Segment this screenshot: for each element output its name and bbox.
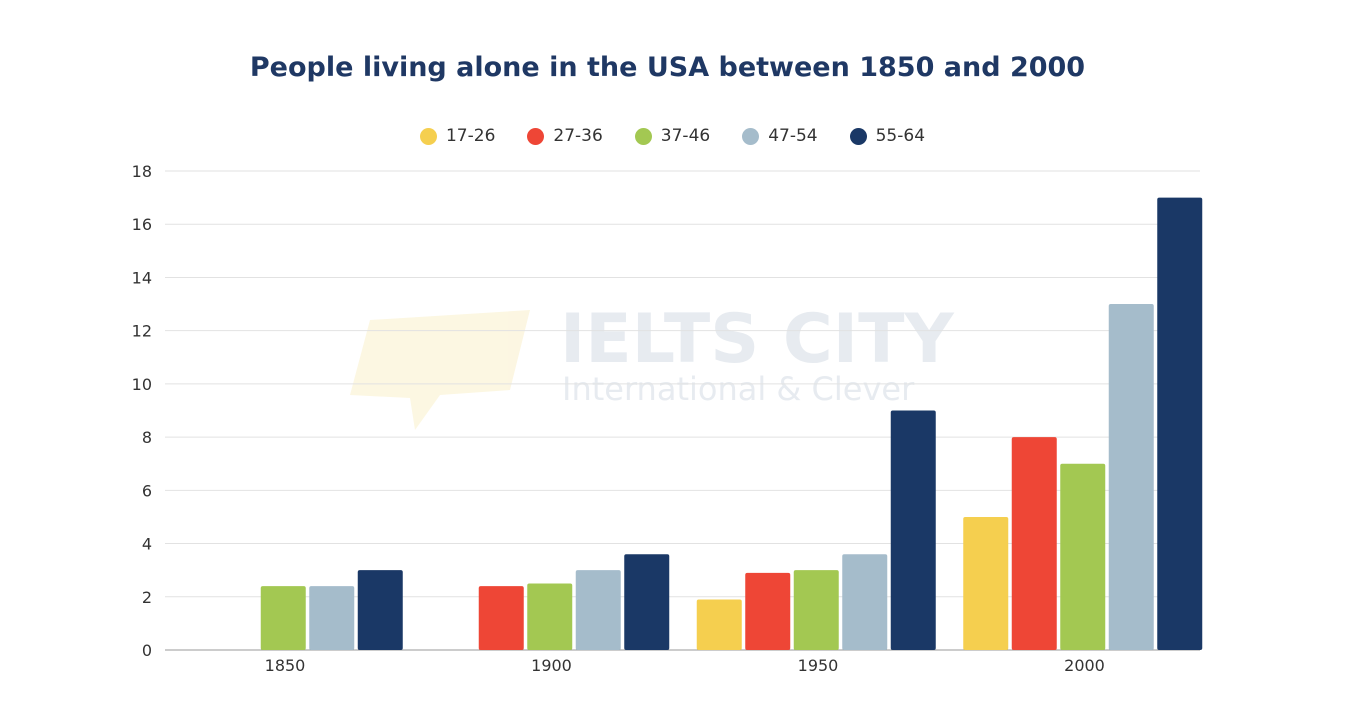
bar-1900-47-54 bbox=[575, 570, 621, 650]
bar-1850-47-54 bbox=[309, 586, 355, 650]
y-tick-label: 16 bbox=[132, 215, 152, 234]
legend-item: 55-64 bbox=[849, 126, 926, 146]
x-tick-label: 1900 bbox=[531, 656, 572, 675]
watermark: IELTS CITY International & Clever bbox=[350, 300, 954, 430]
bar-1950-17-26 bbox=[696, 599, 742, 650]
x-tick-label: 1950 bbox=[798, 656, 839, 675]
y-tick-label: 18 bbox=[132, 162, 152, 181]
bar-2000-17-26 bbox=[963, 516, 1009, 650]
legend-dot-icon bbox=[527, 127, 545, 145]
y-tick-label: 6 bbox=[142, 481, 152, 500]
y-tick-label: 2 bbox=[142, 588, 152, 607]
legend-item: 37-46 bbox=[634, 126, 711, 146]
chart-title: People living alone in the USA between 1… bbox=[249, 52, 1086, 83]
bar-2000-27-36 bbox=[1011, 437, 1057, 650]
legend-dot-icon bbox=[419, 127, 437, 145]
legend: 17-26 27-36 37-46 47-54 55-64 bbox=[0, 126, 1345, 146]
bar-1850-37-46 bbox=[260, 586, 306, 650]
bar-2000-47-54 bbox=[1108, 304, 1154, 650]
watermark-line1: IELTS CITY bbox=[560, 300, 954, 379]
bar-1950-27-36 bbox=[745, 572, 791, 650]
bar-2000-55-64 bbox=[1157, 197, 1203, 650]
x-tick-label: 1850 bbox=[265, 656, 306, 675]
legend-item: 47-54 bbox=[742, 126, 818, 146]
legend-label: 47-54 bbox=[768, 126, 818, 146]
legend-dot-icon bbox=[849, 127, 867, 145]
legend-dot-icon bbox=[742, 127, 760, 145]
legend-item: 17-26 bbox=[419, 126, 496, 146]
bar-1950-55-64 bbox=[890, 410, 936, 650]
y-tick-label: 8 bbox=[142, 428, 152, 447]
y-tick-label: 0 bbox=[142, 641, 152, 660]
legend-dot-icon bbox=[634, 127, 652, 145]
legend-label: 55-64 bbox=[875, 126, 926, 146]
watermark-logo-icon bbox=[350, 310, 530, 430]
bar-1900-37-46 bbox=[527, 583, 573, 650]
legend-label: 37-46 bbox=[660, 126, 711, 146]
bar-2000-37-46 bbox=[1060, 463, 1106, 650]
y-tick-label: 12 bbox=[132, 322, 152, 341]
legend-label: 17-26 bbox=[445, 126, 496, 146]
bar-1950-37-46 bbox=[793, 570, 839, 650]
watermark-line2: International & Clever bbox=[562, 370, 915, 408]
y-tick-label: 10 bbox=[132, 375, 152, 394]
bar-1900-55-64 bbox=[624, 554, 670, 650]
legend-item: 27-36 bbox=[527, 126, 603, 146]
legend-label: 27-36 bbox=[553, 126, 603, 146]
y-tick-label: 4 bbox=[142, 535, 152, 554]
bar-1900-27-36 bbox=[478, 586, 524, 650]
y-tick-label: 14 bbox=[132, 268, 152, 287]
bar-1850-55-64 bbox=[357, 570, 403, 650]
x-tick-label: 2000 bbox=[1064, 656, 1105, 675]
bar-1950-47-54 bbox=[842, 554, 888, 650]
